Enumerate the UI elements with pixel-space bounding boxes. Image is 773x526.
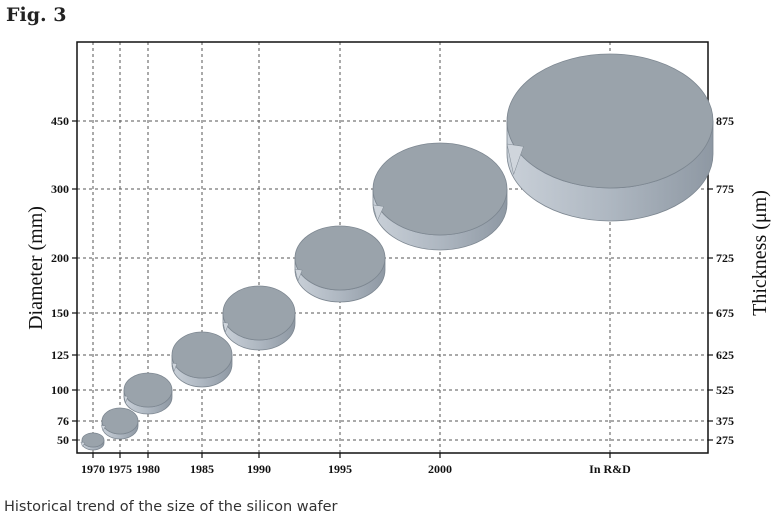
y-left-tick-label: 100 xyxy=(51,383,69,397)
wafer-1990 xyxy=(222,285,296,351)
wafer-1970 xyxy=(80,432,105,451)
y-left-tick-label: 50 xyxy=(57,433,69,447)
wafer-notch xyxy=(123,395,129,404)
y-right-tick-label: 875 xyxy=(716,114,734,128)
wafer-size-chart: 1970 1975 1980 1985 1990 1995 2000 In R&D 50 275 7… xyxy=(25,41,771,476)
wafer-top xyxy=(81,432,105,448)
x-tick-label: In R&D xyxy=(589,462,631,476)
wafer-notch xyxy=(294,268,303,282)
tick-marks xyxy=(72,120,713,458)
x-tick-label: 1990 xyxy=(247,462,271,476)
plot-frame xyxy=(76,41,709,454)
x-tick-label: 2000 xyxy=(428,462,452,476)
y-right-tick-label: 775 xyxy=(716,182,734,196)
figure-caption: Historical trend of the size of the sili… xyxy=(4,499,338,515)
wafer-top xyxy=(294,225,386,291)
wafer-notch xyxy=(171,362,178,373)
figure-label: Fig. 3 xyxy=(6,4,67,26)
wafer-top xyxy=(171,331,233,379)
y-left-tick-label: 200 xyxy=(51,251,69,265)
wafer-1975 xyxy=(101,407,139,440)
wafer-top xyxy=(506,53,714,189)
wafer-notch xyxy=(222,322,230,333)
tick-labels: 1970 1975 1980 1985 1990 1995 2000 In R&D 50 275 7… xyxy=(51,114,734,476)
y-right-tick-label: 725 xyxy=(716,251,734,265)
wafer-1995 xyxy=(294,225,386,303)
y-right-tick-label: 625 xyxy=(716,348,734,362)
wafer-2000 xyxy=(372,142,508,251)
wafer-top xyxy=(222,285,296,341)
y-right-tick-label: 275 xyxy=(716,433,734,447)
wafer-notch xyxy=(80,441,86,448)
wafer-1980 xyxy=(123,372,173,415)
x-tick-label: 1970 xyxy=(81,462,105,476)
x-tick-label: 1980 xyxy=(136,462,160,476)
wafer-top xyxy=(123,372,173,408)
wafer-notch xyxy=(506,143,524,176)
y-left-tick-label: 150 xyxy=(51,306,69,320)
y-left-tick-label: 300 xyxy=(51,182,69,196)
y-left-tick-label: 450 xyxy=(51,114,69,128)
wafer-notch xyxy=(101,425,106,432)
x-tick-label: 1985 xyxy=(190,462,214,476)
wafer-notch xyxy=(372,204,385,222)
wafer-top xyxy=(372,142,508,236)
wafer-1985 xyxy=(171,331,233,388)
y-right-tick-label: 375 xyxy=(716,414,734,428)
x-tick-label: 1975 xyxy=(108,462,132,476)
y-left-tick-label: 76 xyxy=(57,414,69,428)
wafer-series xyxy=(80,53,714,451)
wafer-inrd xyxy=(506,53,714,222)
wafer-top xyxy=(101,407,139,435)
y-axis-right-title: Thickness (μm) xyxy=(749,190,771,316)
y-right-tick-label: 525 xyxy=(716,383,734,397)
x-tick-label: 1995 xyxy=(328,462,352,476)
y-axis-left-title: Diameter (mm) xyxy=(25,206,47,330)
y-right-tick-label: 675 xyxy=(716,306,734,320)
y-left-tick-label: 125 xyxy=(51,348,69,362)
